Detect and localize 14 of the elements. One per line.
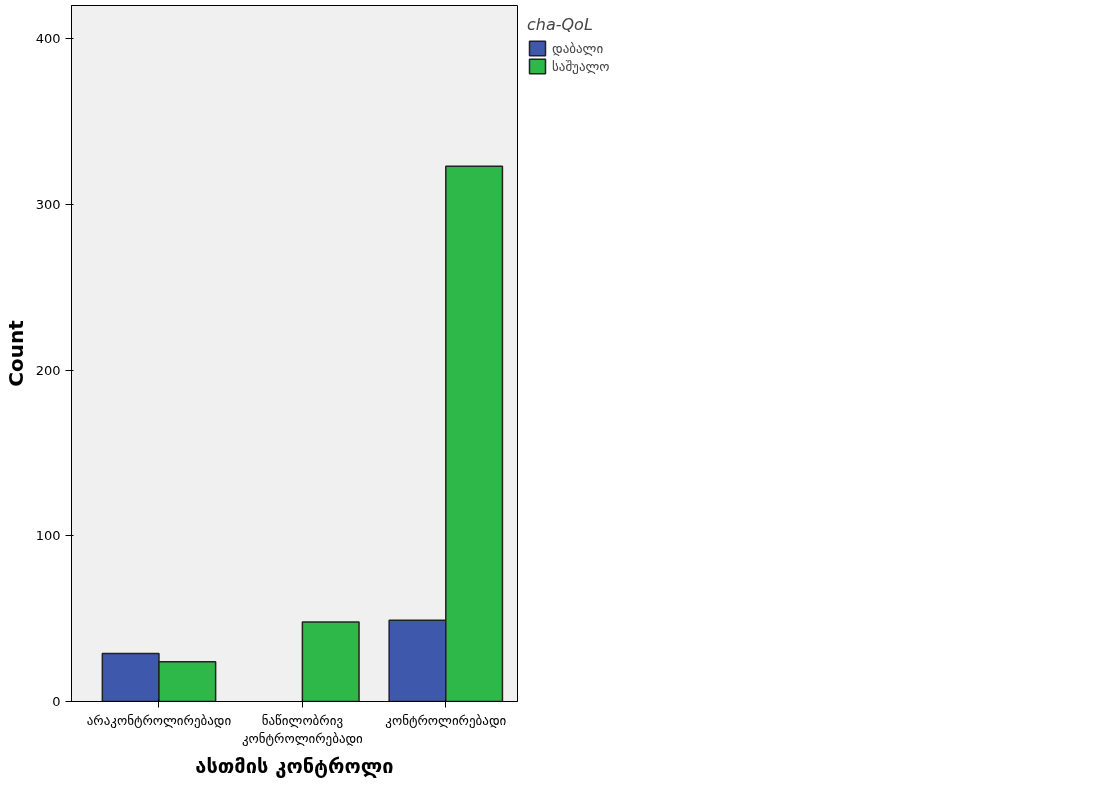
legend-label: დაბალი (552, 40, 604, 56)
bar (301, 621, 360, 702)
x-tick-label: კონტროლირებადი (385, 712, 507, 728)
y-tick-label: 100 (35, 528, 61, 544)
y-tick-label: 300 (35, 196, 61, 212)
legend-title: cha-QoL (527, 15, 594, 34)
legend-label: საშუალო (552, 58, 610, 74)
y-tick-label: 400 (35, 31, 61, 47)
x-tick-label: არაკონტროლირებადი (86, 712, 232, 728)
y-tick-label: 0 (52, 694, 61, 709)
x-tick-label: ნაწილობრივ კონტროლირებადი (241, 712, 364, 746)
x-axis-title: ასთმის კონტროლი (195, 753, 394, 778)
y-tick-label: 200 (35, 362, 61, 378)
y-axis-title: Count (3, 319, 28, 387)
